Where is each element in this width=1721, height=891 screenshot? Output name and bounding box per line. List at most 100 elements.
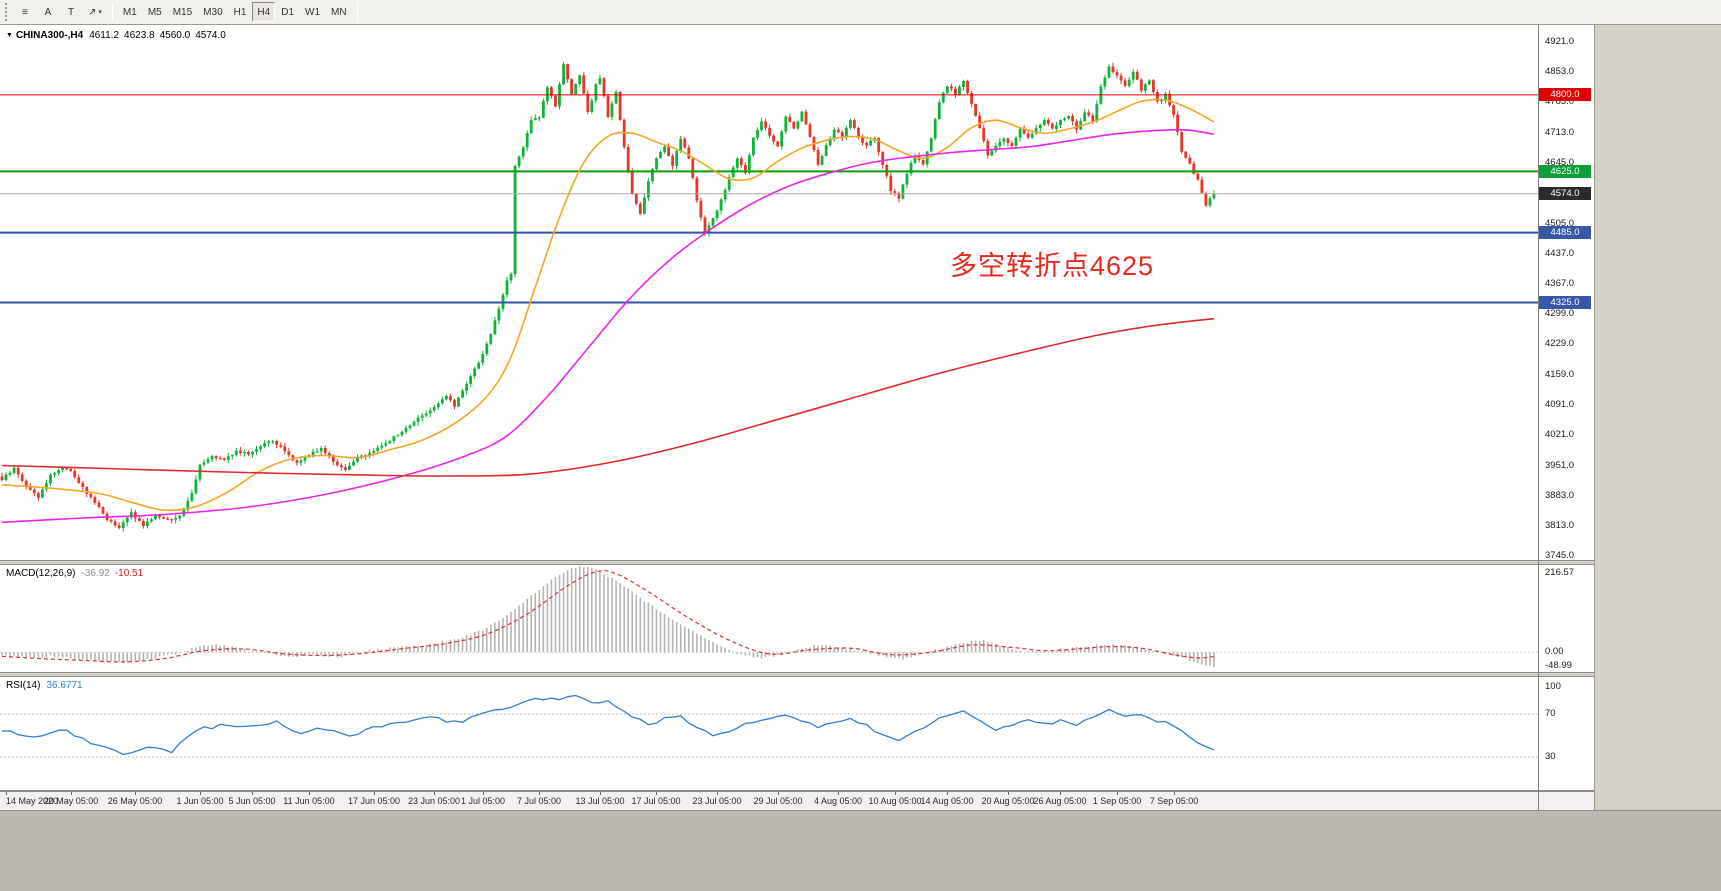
timeframe-m5-button[interactable]: M5 — [147, 6, 162, 18]
ohlc-close: 4574.0 — [195, 30, 226, 41]
time-tick-label: 7 Jul 05:00 — [516, 796, 562, 806]
price-tick-label: 4713.0 — [1545, 127, 1575, 138]
rsi-label: RSI(14) 36.6771 — [6, 680, 83, 691]
timeframe-mn-button[interactable]: MN — [331, 6, 347, 18]
axis-border — [1538, 25, 1539, 810]
price-tick-label: 4505.0 — [1545, 218, 1575, 229]
time-tick — [309, 792, 310, 795]
toolbar-grip[interactable] — [5, 3, 10, 21]
time-tick-label: 20 May 05:00 — [43, 796, 99, 806]
timeframe-w1-button[interactable]: W1 — [305, 6, 321, 18]
rsi-chart — [0, 694, 1538, 758]
time-tick-label: 10 Aug 05:00 — [868, 796, 922, 806]
time-tick-label: 5 Jun 05:00 — [228, 796, 276, 806]
macd-axis[interactable]: 216.57 0.00 -48.99 — [1539, 565, 1594, 672]
time-tick-label: 4 Aug 05:00 — [813, 796, 863, 806]
text-tool-icon: A — [44, 6, 52, 18]
time-tick — [778, 792, 779, 795]
price-level-badge: 4625.0 — [1539, 165, 1591, 178]
price-tick-label: 4159.0 — [1545, 369, 1575, 380]
rsi-value: 36.6771 — [46, 680, 83, 691]
timeframe-h4-button[interactable]: H4 — [252, 2, 276, 22]
price-tick-label: 4437.0 — [1545, 248, 1575, 259]
time-tick-label: 14 Aug 05:00 — [920, 796, 974, 806]
main-chart-pane[interactable] — [0, 25, 1538, 560]
time-tick-label: 20 Aug 05:00 — [981, 796, 1035, 806]
arrows-tool-button[interactable]: ↗ ▾ — [83, 2, 107, 22]
price-tick-label: 4091.0 — [1545, 399, 1575, 410]
macd-main-value: -36.92 — [81, 568, 110, 579]
timeframe-m30-button[interactable]: M30 — [203, 6, 223, 18]
chart-dropdown-icon[interactable]: ▼ — [6, 32, 13, 39]
ma-slow — [1, 317, 1215, 477]
price-tick-label: 3745.0 — [1545, 550, 1575, 560]
time-tick — [434, 792, 435, 795]
macd-tick-label: -48.99 — [1545, 660, 1572, 671]
time-tick-label: 23 Jun 05:00 — [407, 796, 461, 806]
time-tick — [717, 792, 718, 795]
candlestick-chart[interactable] — [0, 25, 1538, 560]
price-tick-label: 3813.0 — [1545, 520, 1575, 531]
macd-pane[interactable] — [0, 565, 1538, 672]
ma-fast — [1, 98, 1215, 512]
price-tick-label: 4021.0 — [1545, 429, 1575, 440]
macd-signal-value: -10.51 — [114, 568, 144, 579]
ohlc-low: 4560.0 — [159, 30, 191, 41]
time-tick — [71, 792, 72, 795]
chart-bottom-border — [0, 790, 1594, 792]
price-tick-label: 4645.0 — [1545, 157, 1575, 168]
time-tick — [947, 792, 948, 795]
symbol-info[interactable]: ▼ CHINA300-,H4 4611.2 4623.8 4560.0 4574.0 — [6, 30, 231, 41]
text-tool-button[interactable]: A — [37, 2, 59, 22]
arrows-tool-icon: ↗ — [88, 6, 97, 18]
rsi-tick-label: 30 — [1545, 751, 1556, 762]
price-tick-label: 3883.0 — [1545, 490, 1575, 501]
menu-button[interactable]: ≡ — [14, 2, 36, 22]
toolbar-separator — [111, 3, 113, 21]
timeframe-m15-button[interactable]: M15 — [172, 6, 193, 18]
time-tick-label: 17 Jul 05:00 — [631, 796, 681, 806]
time-tick-label: 26 Aug 05:00 — [1033, 796, 1087, 806]
timeframe-m1-button[interactable]: M1 — [122, 6, 137, 18]
time-tick — [374, 792, 375, 795]
price-level-badge: 4485.0 — [1539, 226, 1591, 239]
price-tick-label: 4367.0 — [1545, 278, 1575, 289]
ohlc-open: 4611.2 — [89, 30, 120, 41]
text-label-tool-button[interactable]: T — [60, 2, 82, 22]
price-level-badge: 4800.0 — [1539, 88, 1591, 101]
time-tick-label: 1 Jun 05:00 — [176, 796, 224, 806]
macd-name: MACD(12,26,9) — [6, 568, 76, 579]
timeframes-group: M1 M5 M15 M30 H1 H4 D1 W1 MN — [118, 2, 352, 22]
rsi-axis[interactable]: 100 70 30 — [1539, 677, 1594, 790]
macd-chart — [0, 566, 1538, 668]
timeframe-h1-button[interactable]: H1 — [233, 6, 247, 18]
pane-separator[interactable] — [0, 672, 1594, 677]
price-axis[interactable]: 4921.0 4853.0 4783.0 4713.0 4645.0 4505.0 4437… — [1539, 25, 1594, 560]
timeframe-d1-button[interactable]: D1 — [281, 6, 295, 18]
price-tick-label: 4299.0 — [1545, 308, 1575, 319]
time-tick-label: 11 Jun 05:00 — [283, 796, 335, 806]
time-tick-label: 13 Jul 05:00 — [575, 796, 625, 806]
chart-text-annotation[interactable]: 多空转折点4625 — [950, 251, 1155, 281]
time-tick — [600, 792, 601, 795]
right-panel-filler — [1594, 25, 1721, 810]
toolbar-separator — [356, 3, 358, 21]
time-tick — [1008, 792, 1009, 795]
time-tick-label: 23 Jul 05:00 — [692, 796, 742, 806]
time-tick-label: 1 Jul 05:00 — [460, 796, 506, 806]
time-tick — [895, 792, 896, 795]
time-tick — [1174, 792, 1175, 795]
rsi-pane[interactable] — [0, 677, 1538, 790]
time-axis[interactable]: 14 May 2020 20 May 05:00 26 May 05:00 1 Jun… — [0, 792, 1594, 810]
macd-tick-label: 0.00 — [1545, 646, 1564, 658]
chevron-down-icon: ▾ — [98, 9, 102, 16]
price-tick-label: 4853.0 — [1545, 66, 1575, 77]
time-tick — [135, 792, 136, 795]
price-tick-label: 4229.0 — [1545, 338, 1575, 349]
pane-separator[interactable] — [0, 560, 1594, 565]
time-tick-label: 7 Sep 05:00 — [1149, 796, 1199, 806]
time-tick — [6, 792, 7, 795]
ohlc-high: 4623.8 — [124, 30, 155, 41]
time-tick — [483, 792, 484, 795]
